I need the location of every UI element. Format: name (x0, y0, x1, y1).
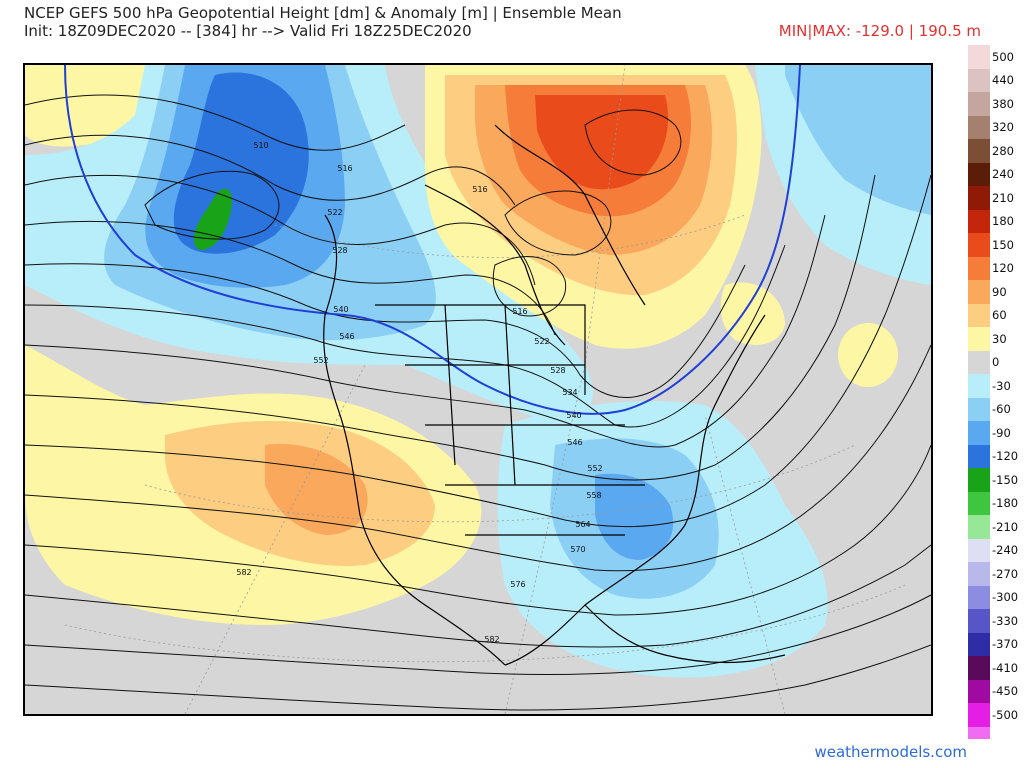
colorbar-swatch (968, 656, 990, 680)
coastlines (323, 124, 786, 666)
colorbar-label: 500 (992, 49, 1014, 64)
colorbar-label: -410 (992, 660, 1019, 675)
colorbar-swatch (968, 538, 990, 562)
contour-label: 510 (253, 141, 268, 150)
colorbar-swatch (968, 397, 990, 421)
contour-label: 570 (570, 545, 585, 554)
colorbar-label: -370 (992, 637, 1019, 652)
contour-label: 552 (587, 464, 602, 473)
contour-label: 534 (562, 388, 577, 397)
contour-label: 582 (484, 635, 499, 644)
colorbar-swatch (968, 280, 990, 304)
contour-label: 516 (472, 185, 487, 194)
colorbar-swatch (968, 585, 990, 609)
contour-label: 582 (236, 568, 251, 577)
colorbar-swatch (968, 609, 990, 633)
contour-label: 528 (332, 246, 347, 255)
colorbar-label: 120 (992, 261, 1014, 276)
colorbar-label: -270 (992, 566, 1019, 581)
colorbar-swatch (968, 703, 990, 727)
colorbar-swatch (968, 374, 990, 398)
colorbar-swatch (968, 92, 990, 116)
colorbar-label: 0 (992, 355, 1000, 370)
init-valid-line: Init: 18Z09DEC2020 -- [384] hr --> Valid… (24, 22, 472, 40)
colorbar-swatch (968, 491, 990, 515)
contour-label: 522 (327, 208, 342, 217)
colorbar-label: -240 (992, 543, 1019, 558)
colorbar-swatch (968, 139, 990, 163)
colorbar-label: -210 (992, 519, 1019, 534)
colorbar-swatch (968, 632, 990, 656)
colorbar-swatch (968, 186, 990, 210)
colorbar-label: 280 (992, 143, 1014, 158)
colorbar-label: -60 (992, 402, 1011, 417)
colorbar-swatch (968, 327, 990, 351)
contour-label: 540 (333, 305, 348, 314)
contour-label: 516 (512, 307, 527, 316)
colorbar-swatch (968, 562, 990, 586)
colorbar-label: 90 (992, 284, 1007, 299)
contour-label: 528 (550, 366, 565, 375)
min-max-readout: MIN|MAX: -129.0 | 190.5 m (778, 22, 981, 40)
colorbar-swatch (968, 68, 990, 92)
colorbar-label: 240 (992, 167, 1014, 182)
contour-labels: 510 516 522 528 540 546 552 516 522 528 … (236, 141, 602, 644)
colorbar-swatch (968, 468, 990, 492)
colorbar-swatch (968, 515, 990, 539)
height-contours (25, 94, 931, 711)
contour-label: 516 (337, 164, 352, 173)
colorbar-swatch (968, 444, 990, 468)
colorbar-swatch (968, 209, 990, 233)
colorbar-swatch (968, 162, 990, 186)
contour-label: 564 (575, 520, 590, 529)
colorbar-label: 60 (992, 308, 1007, 323)
colorbar-label: 440 (992, 73, 1014, 88)
colorbar-swatch (968, 303, 990, 327)
colorbar-label: -300 (992, 590, 1019, 605)
colorbar-label: -150 (992, 472, 1019, 487)
graticule (64, 65, 906, 714)
colorbar-label: -450 (992, 684, 1019, 699)
colorbar-swatch (968, 726, 990, 739)
colorbar-swatch (968, 350, 990, 374)
colorbar-swatch (968, 421, 990, 445)
contour-label: 546 (339, 332, 354, 341)
chart-title: NCEP GEFS 500 hPa Geopotential Height [d… (24, 4, 622, 22)
colorbar-label: 30 (992, 331, 1007, 346)
colorbar-label: -120 (992, 449, 1019, 464)
colorbar-label: 150 (992, 237, 1014, 252)
contour-label: 558 (586, 491, 601, 500)
contour-label: 552 (313, 356, 328, 365)
credit-text: weathermodels.com (814, 743, 967, 761)
colorbar-label: 210 (992, 190, 1014, 205)
colorbar-label: 380 (992, 96, 1014, 111)
colorbar-label: 180 (992, 214, 1014, 229)
colorbar-label: 320 (992, 120, 1014, 135)
colorbar-swatch (968, 115, 990, 139)
colorbar-label: -90 (992, 425, 1011, 440)
anomaly-map: 510 516 522 528 540 546 552 516 522 528 … (23, 63, 933, 716)
contour-label: 546 (567, 438, 582, 447)
colorbar-swatch (968, 233, 990, 257)
contour-label: 522 (534, 337, 549, 346)
contour-552-highlight (64, 65, 801, 415)
contour-label: 540 (566, 411, 581, 420)
colorbar-swatch (968, 256, 990, 280)
colorbar-swatch (968, 679, 990, 703)
colorbar-label: -180 (992, 496, 1019, 511)
colorbar-label: -30 (992, 378, 1011, 393)
colorbar-label: -500 (992, 707, 1019, 722)
contour-label: 576 (510, 580, 525, 589)
colorbar-swatch (968, 45, 990, 69)
anomaly-shading (25, 65, 931, 714)
colorbar-label: -330 (992, 613, 1019, 628)
